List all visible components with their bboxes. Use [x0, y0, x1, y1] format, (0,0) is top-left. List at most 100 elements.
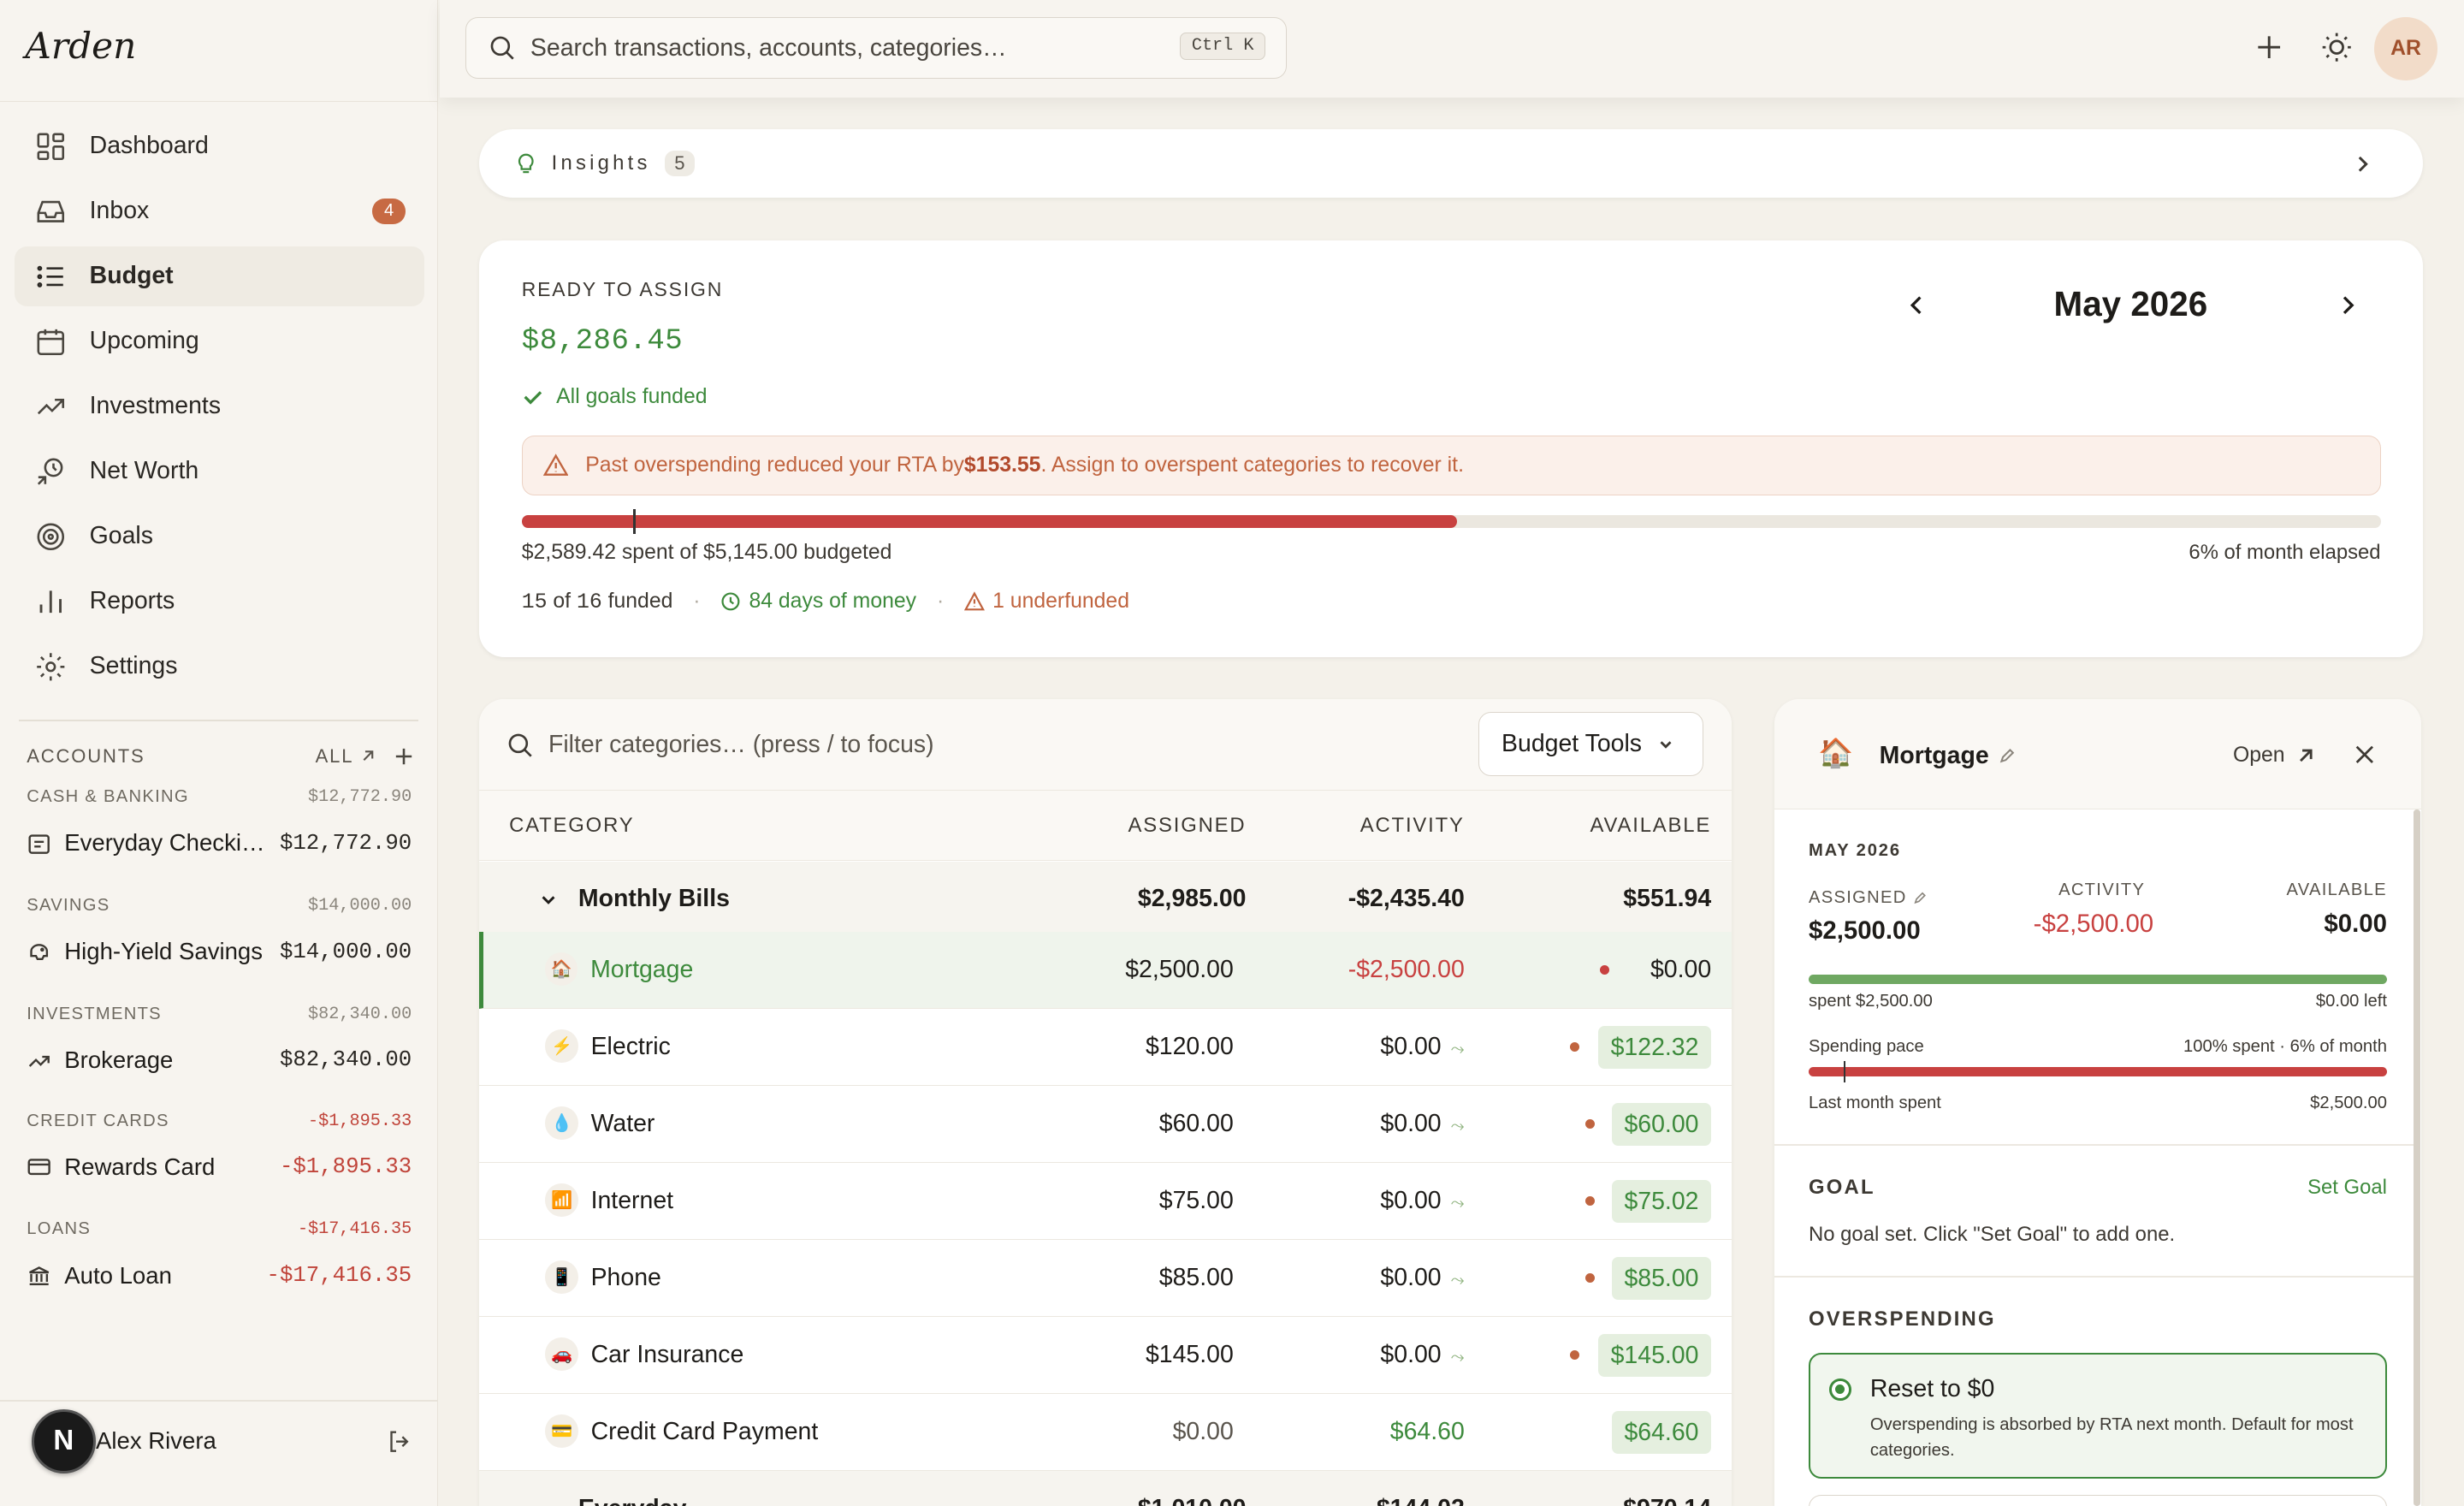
category-row-car-insurance[interactable]: 🚗 Car Insurance $145.00 $0.00 ⤳ $145.00: [479, 1317, 1732, 1395]
add-plus-icon[interactable]: [2252, 30, 2286, 64]
global-search-input[interactable]: Search transactions, accounts, categorie…: [465, 17, 1288, 79]
available-pill[interactable]: $64.60: [1611, 1411, 1712, 1454]
add-account-plus-icon[interactable]: [394, 747, 413, 766]
assigned-cell[interactable]: $120.00: [1145, 1032, 1234, 1060]
chevron-down-icon[interactable]: [539, 891, 558, 910]
overspending-option-next[interactable]: [1809, 1494, 2387, 1506]
trend-icon: ⤳: [1450, 1116, 1465, 1135]
goal-section-title: GOAL: [1809, 1175, 1875, 1199]
car-icon: 🚗: [545, 1337, 578, 1371]
account-balance: -$17,416.35: [266, 1263, 412, 1288]
col-assigned[interactable]: ASSIGNED: [1128, 814, 1247, 838]
budget-progress-fill: [521, 515, 1457, 529]
account-balance: -$1,895.33: [279, 1154, 412, 1180]
radio-selected[interactable]: [1829, 1378, 1851, 1401]
col-category[interactable]: CATEGORY: [509, 814, 635, 838]
card-icon: [28, 834, 50, 854]
activity-label: ACTIVITY: [2058, 880, 2146, 899]
available-pill[interactable]: $122.32: [1597, 1026, 1712, 1069]
category-group-row[interactable]: Monthly Bills $2,985.00 -$2,435.40 $551.…: [479, 861, 1732, 939]
current-month[interactable]: May 2026: [2053, 284, 2208, 324]
account-group-savings: SAVINGS $14,000.00 High-Yield Savings $14…: [27, 896, 412, 968]
underfunded-count[interactable]: 1 underfunded: [964, 590, 1129, 614]
assigned-cell[interactable]: $0.00: [1172, 1417, 1234, 1445]
nav-item-net-worth[interactable]: Net Worth: [15, 442, 424, 501]
goals-status: All goals funded: [522, 385, 708, 409]
col-activity[interactable]: ACTIVITY: [1359, 814, 1465, 838]
app-logo[interactable]: Arden: [25, 25, 137, 68]
chevron-down-icon[interactable]: [539, 1501, 558, 1506]
overspending-option-reset[interactable]: Reset to $0 Overspending is absorbed by …: [1809, 1353, 2387, 1479]
open-category-link[interactable]: Open: [2233, 744, 2315, 768]
panel-scrollbar[interactable]: [2414, 809, 2420, 1506]
activity-value: -$2,500.00: [2033, 910, 2154, 939]
nav-label: Upcoming: [89, 327, 199, 355]
account-avatar[interactable]: AR: [2374, 17, 2437, 80]
pencil-icon[interactable]: [1999, 747, 2016, 764]
available-pill[interactable]: $60.00: [1611, 1103, 1712, 1146]
nav-item-dashboard[interactable]: Dashboard: [15, 116, 424, 176]
budget-tools-button[interactable]: Budget Tools: [1478, 712, 1703, 777]
available-pill[interactable]: $85.00: [1611, 1257, 1712, 1300]
user-profile[interactable]: N Alex Rivera: [31, 1408, 424, 1474]
target-icon: [37, 523, 65, 550]
col-available[interactable]: AVAILABLE: [1590, 814, 1712, 838]
category-group-row[interactable]: Everyday $1,010.00 -$144.02 $970.14: [479, 1471, 1732, 1506]
nav-item-goals[interactable]: Goals: [15, 507, 424, 566]
category-row-credit-card-payment[interactable]: 💳 Credit Card Payment $0.00 $64.60 $64.6…: [479, 1394, 1732, 1472]
group-name: LOANS: [27, 1219, 92, 1239]
spent-progress-bar: [1809, 974, 2387, 984]
nav-item-settings[interactable]: Settings: [15, 637, 424, 697]
nav-item-inbox[interactable]: Inbox 4: [15, 181, 424, 241]
category-row-mortgage[interactable]: 🏠 Mortgage $2,500.00 -$2,500.00 $0.00: [479, 932, 1732, 1010]
home-icon: 🏠: [544, 952, 578, 986]
account-row-checking[interactable]: Everyday Checking $12,772.90: [27, 827, 412, 859]
nav-item-budget[interactable]: Budget: [14, 246, 424, 306]
account-row-brokerage[interactable]: Brokerage $82,340.00: [27, 1045, 412, 1076]
nav-item-reports[interactable]: Reports: [15, 572, 424, 631]
account-row-auto-loan[interactable]: Auto Loan -$17,416.35: [27, 1260, 412, 1291]
close-icon[interactable]: [2354, 744, 2376, 766]
category-row-electric[interactable]: ⚡ Electric $120.00 $0.00 ⤳ $122.32: [479, 1009, 1732, 1087]
activity-cell: -$2,500.00: [1348, 955, 1465, 983]
accounts-all-link[interactable]: ALL: [316, 745, 376, 768]
nav-item-upcoming[interactable]: Upcoming: [15, 311, 424, 371]
status-dot: [1585, 1118, 1596, 1129]
assigned-cell[interactable]: $60.00: [1158, 1109, 1234, 1137]
assigned-value[interactable]: $2,500.00: [1809, 916, 1921, 945]
next-month-chevron-icon[interactable]: [2335, 293, 2360, 317]
detail-header: 🏠 Mortgage Open: [1774, 699, 2422, 809]
bar-chart-icon: [39, 590, 62, 613]
nav-label: Investments: [89, 392, 222, 420]
account-name: Rewards Card: [64, 1153, 216, 1180]
category-row-internet[interactable]: 📶 Internet $75.00 $0.00 ⤳ $75.02: [479, 1163, 1732, 1241]
month-elapsed-marker: [1843, 1060, 1846, 1083]
category-filter-input[interactable]: Filter categories… (press / to focus) Bu…: [479, 699, 1732, 791]
account-row-rewards-card[interactable]: Rewards Card -$1,895.33: [27, 1151, 412, 1183]
available-pill[interactable]: $75.02: [1611, 1180, 1712, 1223]
assigned-cell[interactable]: $145.00: [1145, 1340, 1234, 1368]
spending-pace-bar: [1809, 1060, 2387, 1083]
chevron-right-icon[interactable]: [2351, 152, 2375, 176]
detail-title[interactable]: Mortgage: [1880, 742, 2016, 770]
prev-month-chevron-icon[interactable]: [1904, 293, 1929, 317]
pencil-icon[interactable]: [1913, 891, 1928, 905]
insights-bar[interactable]: Insights 5: [479, 128, 2424, 199]
activity-cell: $0.00 ⤳: [1380, 1186, 1465, 1214]
logout-icon[interactable]: [387, 1429, 412, 1454]
search-placeholder: Search transactions, accounts, categorie…: [530, 33, 1007, 62]
group-assigned: $1,010.00: [1138, 1495, 1247, 1506]
category-row-water[interactable]: 💧 Water $60.00 $0.00 ⤳ $60.00: [479, 1086, 1732, 1164]
inbox-icon: [37, 200, 65, 222]
assigned-cell[interactable]: $75.00: [1158, 1186, 1234, 1214]
assigned-cell[interactable]: $85.00: [1158, 1263, 1234, 1291]
available-pill[interactable]: $145.00: [1597, 1334, 1712, 1377]
category-row-phone[interactable]: 📱 Phone $85.00 $0.00 ⤳ $85.00: [479, 1240, 1732, 1318]
user-avatar[interactable]: N: [31, 1408, 97, 1473]
theme-sun-icon[interactable]: [2319, 30, 2354, 64]
account-row-savings[interactable]: High-Yield Savings $14,000.00: [27, 936, 412, 968]
nav-item-investments[interactable]: Investments: [15, 376, 424, 436]
overspending-warning: Past overspending reduced your RTA by $1…: [521, 435, 2381, 495]
set-goal-button[interactable]: Set Goal: [2307, 1175, 2387, 1199]
assigned-cell[interactable]: $2,500.00: [1125, 955, 1234, 983]
